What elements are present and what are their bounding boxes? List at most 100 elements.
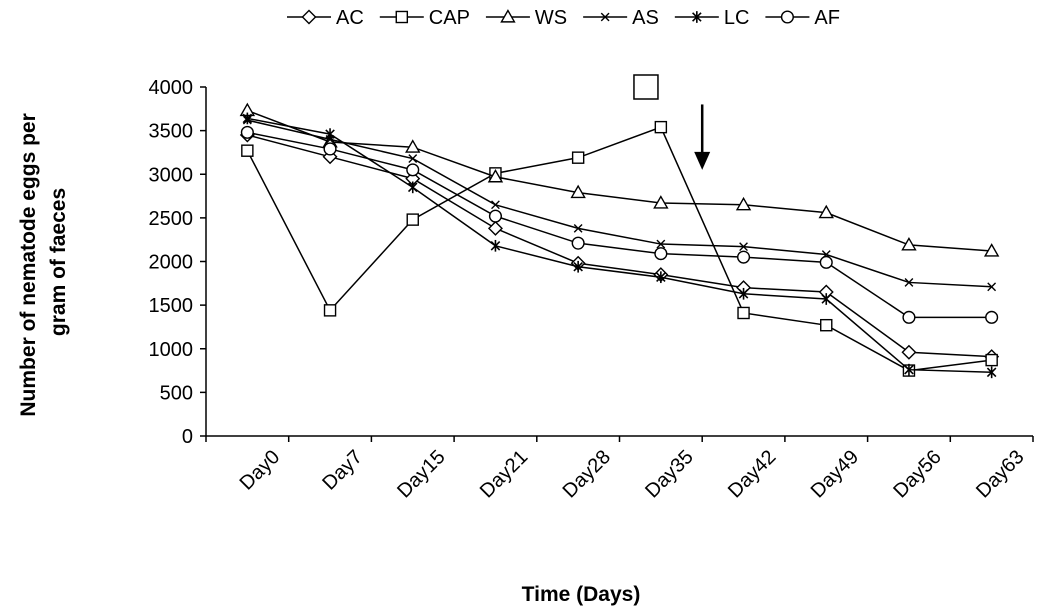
annotations: [633, 74, 711, 170]
x-tick-label: Day42: [724, 446, 780, 502]
data-point: [987, 282, 997, 292]
data-point: [573, 223, 583, 233]
annotation-square-marker: [633, 74, 659, 100]
data-point: [656, 271, 666, 284]
y-tick-label: 2500: [149, 208, 194, 230]
data-point: [654, 247, 668, 261]
y-tick-label: 3500: [149, 121, 194, 143]
data-point: [242, 112, 253, 125]
axes: 0 500 1000 1500 2000 2500 3000 3500 4000 Day0 Day…: [149, 77, 1034, 502]
x-tick-label: Day28: [559, 446, 615, 502]
x-tick-label: Day63: [972, 446, 1028, 502]
legend-item-af: AF: [765, 7, 840, 29]
legend-label: AS: [632, 7, 659, 29]
y-tick-label: 0: [182, 426, 193, 448]
y-tick-label: 3000: [149, 164, 194, 186]
legend-label: WS: [535, 7, 567, 29]
y-tick-label: 1000: [149, 339, 194, 361]
series-group: [239, 102, 1000, 379]
x-tick-label: Day35: [641, 446, 697, 502]
legend-item-as: AS: [583, 7, 659, 29]
data-point: [570, 184, 586, 199]
series-line: [247, 134, 992, 358]
legend-marker: [500, 9, 516, 23]
legend-item-lc: LC: [674, 7, 750, 29]
x-tick-label: Day15: [393, 446, 449, 502]
data-point: [737, 306, 750, 320]
data-point: [901, 237, 917, 251]
legend-item-cap: CAP: [379, 7, 470, 29]
data-point: [985, 310, 999, 324]
data-point: [819, 255, 833, 269]
legend-marker: [600, 12, 610, 22]
data-point: [738, 287, 749, 300]
data-point: [407, 181, 418, 194]
legend-marker: [395, 10, 409, 24]
data-point: [739, 242, 748, 252]
data-point: [241, 144, 254, 157]
series-lc: [242, 112, 997, 379]
data-point: [491, 200, 500, 210]
data-point: [818, 204, 834, 219]
x-tick-label: Day49: [807, 446, 863, 502]
legend-marker: [692, 11, 702, 23]
x-tick-label: Day56: [889, 446, 945, 502]
x-tick-label: Day21: [476, 446, 532, 502]
annotation-arrow: [694, 104, 711, 170]
data-point: [904, 278, 914, 287]
data-point: [737, 250, 751, 264]
data-point: [240, 125, 254, 139]
series-line: [246, 126, 992, 372]
series-line: [247, 119, 992, 288]
data-point: [820, 318, 833, 332]
data-point: [656, 239, 666, 249]
data-point: [986, 366, 997, 379]
legend-label: AC: [336, 7, 364, 29]
y-tick-label: 4000: [149, 77, 194, 99]
data-point: [902, 310, 916, 324]
series-line: [247, 117, 992, 374]
legend-label: AF: [814, 7, 840, 29]
data-point: [487, 220, 503, 236]
legend-marker: [780, 10, 794, 24]
y-ticks: 0 500 1000 1500 2000 2500 3000 3500 4000: [149, 77, 206, 448]
series-line: [247, 109, 992, 252]
series-af: [240, 125, 999, 324]
data-point: [490, 239, 501, 252]
legend-item-ws: WS: [485, 7, 567, 29]
legend: AC CAP WS AS LC AF: [287, 7, 840, 29]
legend-marker: [301, 9, 317, 25]
y-tick-label: 2000: [149, 252, 194, 274]
data-point: [735, 196, 752, 211]
data-point: [408, 154, 418, 163]
series-ws: [239, 102, 1000, 257]
data-point: [904, 363, 914, 376]
data-point: [488, 209, 503, 223]
x-ticks: Day0 Day7 Day15 Day21 Day28 Day35 Day42 Day49 Da…: [205, 436, 1034, 502]
data-point: [654, 120, 668, 134]
data-point: [487, 168, 504, 183]
data-point: [571, 151, 585, 164]
data-point: [323, 142, 337, 156]
y-tick-label: 1500: [149, 295, 194, 317]
data-point: [406, 163, 420, 177]
data-point: [325, 128, 335, 140]
y-axis-title-line-2: gram of faeces: [47, 188, 70, 336]
x-tick-label: Day0: [236, 446, 285, 495]
legend-item-ac: AC: [287, 7, 364, 29]
data-point: [901, 344, 917, 360]
data-point: [405, 139, 421, 153]
series-line: [247, 131, 992, 319]
data-point: [653, 195, 669, 209]
data-point: [983, 243, 1000, 257]
data-point: [571, 236, 585, 250]
legend-label: LC: [724, 7, 750, 29]
y-tick-label: 500: [160, 382, 193, 404]
data-point: [406, 213, 419, 226]
series-ac: [239, 127, 1000, 365]
y-axis-title: Number of nematode eggs per gram of faec…: [17, 107, 70, 416]
data-point: [573, 260, 583, 273]
data-point: [821, 293, 832, 305]
data-point: [323, 304, 337, 317]
